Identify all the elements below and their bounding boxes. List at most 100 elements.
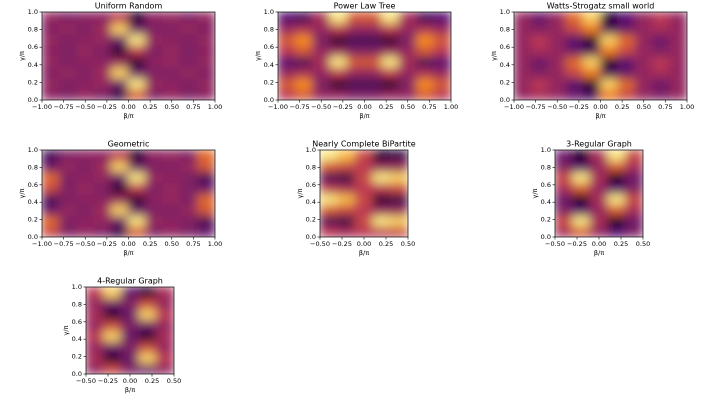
x-tick-label: 1.00 [208, 240, 222, 248]
heatmap-cell [372, 160, 391, 173]
heatmap-cell [433, 66, 451, 79]
y-tick-label: 0.6 [28, 43, 38, 51]
y-tick-label: 0.4 [28, 61, 38, 69]
heatmap-cell [572, 150, 591, 162]
heatmap-cell [278, 77, 296, 90]
heatmap-cell [128, 33, 147, 46]
heatmap-area [514, 12, 687, 100]
y-axis-label: γ/π [296, 188, 304, 198]
heatmap-cell [58, 44, 78, 57]
heatmap-cell [278, 55, 296, 68]
y-tick-label: 0.8 [306, 163, 316, 171]
heatmap-cell [93, 214, 112, 227]
heatmap-cell [155, 351, 174, 364]
heatmap-cell [555, 193, 574, 205]
heatmap-cell [398, 55, 417, 68]
heatmap-cell [329, 33, 348, 46]
x-tick-label: −0.75 [54, 103, 74, 111]
heatmap-cell [197, 150, 215, 162]
heatmap-cell [582, 33, 601, 46]
heatmap-cell [155, 297, 174, 310]
heatmap-cell [354, 225, 374, 237]
heatmap-cell [162, 55, 181, 68]
heatmap-cell [651, 22, 671, 35]
heatmap-cell [600, 12, 619, 24]
x-tick-label: −0.25 [98, 377, 118, 385]
heatmap-cell [530, 44, 550, 57]
heatmap-cell [162, 203, 181, 216]
heatmap-cell [398, 12, 417, 24]
x-tick-label: −0.25 [97, 240, 117, 248]
subplot: 3-Regular Graph −0.50 −0.25 0.00 0.25 0.50 0.0… [531, 140, 650, 258]
heatmap-cell [346, 88, 365, 100]
heatmap-cell [582, 22, 601, 35]
heatmap-cell [93, 77, 112, 90]
heatmap-cell [76, 77, 95, 90]
heatmap-cell [128, 55, 147, 68]
heatmap-area [555, 150, 643, 237]
heatmap-cell [634, 44, 653, 57]
heatmap-cell [93, 171, 112, 184]
heatmap-cell [110, 44, 129, 57]
heatmap-cell [337, 171, 356, 184]
subplot: Uniform Random −1.00 −0.75 −0.50 −0.25 0.00 0.… [18, 2, 222, 121]
chart-title: Geometric [108, 140, 150, 149]
heatmap-cell [433, 44, 451, 57]
heatmap-cell [162, 22, 181, 35]
heatmap-cell [415, 22, 435, 35]
heatmap-cell [329, 44, 348, 57]
heatmap-cell [398, 66, 417, 79]
heatmap-cell [58, 214, 78, 227]
heatmap-cell [128, 193, 147, 205]
y-tick-label: 1.0 [72, 283, 82, 291]
x-tick-label: −0.75 [54, 240, 74, 248]
heatmap-cell [389, 214, 408, 227]
y-tick-label: 0.4 [72, 335, 82, 343]
heatmap-cell [433, 55, 451, 68]
y-axis-label: γ/π [62, 325, 70, 335]
heatmap-cell [398, 22, 417, 35]
heatmap-cell [669, 22, 687, 35]
heatmap-cell [572, 171, 591, 184]
y-tick-label: 0.2 [28, 216, 38, 224]
x-tick-label: 1.00 [208, 103, 222, 111]
heatmap-cell [93, 203, 112, 216]
heatmap-cell [179, 55, 199, 68]
heatmap-cell [128, 160, 147, 173]
heatmap-cell [145, 182, 164, 194]
heatmap-cell [312, 66, 331, 79]
heatmap-cell [58, 171, 78, 184]
heatmap-cell [294, 44, 314, 57]
heatmap-cell [634, 12, 653, 24]
heatmap-cell [346, 12, 365, 24]
heatmap-cell [162, 44, 181, 57]
heatmap-cell [162, 214, 181, 227]
heatmap-cell [278, 66, 296, 79]
heatmap-cell [128, 22, 147, 35]
x-tick-label: −0.25 [569, 103, 589, 111]
chart-title: Power Law Tree [334, 2, 396, 11]
heatmap-cell [337, 160, 356, 173]
heatmap-cell [364, 33, 383, 46]
heatmap-cell [58, 88, 78, 100]
heatmap-cell [155, 340, 174, 353]
heatmap-cell [312, 12, 331, 24]
heatmap-cell [197, 55, 215, 68]
x-tick-label: 0.25 [615, 103, 629, 111]
heatmap-cell [600, 55, 619, 68]
heatmap-cell [42, 66, 60, 79]
heatmap-cell [58, 66, 78, 79]
heatmap-cell [354, 193, 374, 205]
heatmap-cell [548, 44, 567, 57]
heatmap-cell [128, 203, 147, 216]
heatmap-cell [651, 33, 671, 46]
heatmap-cell [138, 308, 157, 321]
heatmap-cell [607, 203, 626, 216]
heatmap-cell [42, 22, 60, 35]
x-axis-label: β/π [595, 112, 605, 120]
x-tick-label: −1.00 [32, 103, 52, 111]
heatmap-cell [514, 33, 532, 46]
heatmap-cell [364, 55, 383, 68]
x-tick-label: 0.00 [357, 103, 371, 111]
heatmap-cell [555, 182, 574, 194]
